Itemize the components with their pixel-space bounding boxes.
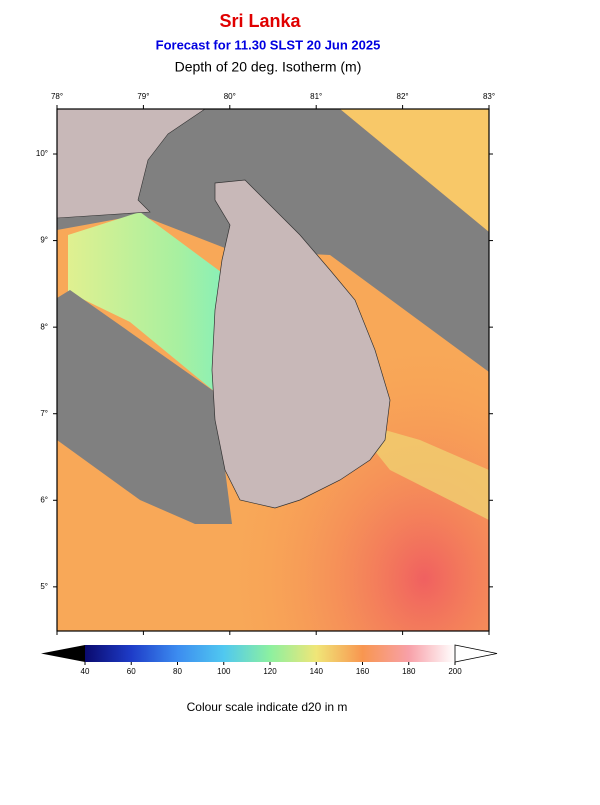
colorbar-tick-label: 80 (173, 667, 182, 676)
sea-field-east (350, 420, 489, 520)
india-land (57, 109, 206, 219)
lat-tick-label: 7° (40, 409, 48, 418)
colorbar-tick-label: 160 (356, 667, 370, 676)
sri-lanka-land (211, 179, 391, 509)
colorbar-tick-label: 40 (81, 667, 90, 676)
title: Sri Lanka (219, 11, 301, 31)
sea-field-west (68, 212, 225, 392)
colorbar-tick-label: 200 (448, 667, 462, 676)
lat-tick-label: 9° (40, 236, 48, 245)
colorbar-high-arrow (454, 644, 498, 663)
lon-tick-label: 83° (483, 92, 495, 101)
lon-tick-label: 78° (51, 92, 63, 101)
colorbar-caption: Colour scale indicate d20 in m (187, 700, 348, 714)
lat-tick-label: 6° (40, 495, 48, 504)
subtitle: Forecast for 11.30 SLST 20 Jun 2025 (156, 37, 381, 52)
colorbar-tick-label: 60 (127, 667, 136, 676)
colorbar-tick-label: 100 (217, 667, 231, 676)
variable-title: Depth of 20 deg. Isotherm (m) (175, 59, 362, 75)
lon-tick-label: 81° (310, 92, 322, 101)
lon-tick-label: 80° (224, 92, 236, 101)
colorbar-low-arrow (41, 645, 85, 662)
lat-tick-label: 5° (40, 582, 48, 591)
map-frame (56, 108, 490, 632)
lon-tick-label: 79° (137, 92, 149, 101)
lon-tick-label: 82° (397, 92, 409, 101)
colorbar-tick-label: 120 (263, 667, 277, 676)
lat-tick-label: 10° (36, 149, 48, 158)
colorbar-tick-label: 180 (402, 667, 416, 676)
map (57, 109, 489, 631)
lat-tick-label: 8° (40, 322, 48, 331)
colorbar (85, 645, 455, 662)
colorbar-tick-label: 140 (310, 667, 324, 676)
no-data (57, 290, 232, 524)
